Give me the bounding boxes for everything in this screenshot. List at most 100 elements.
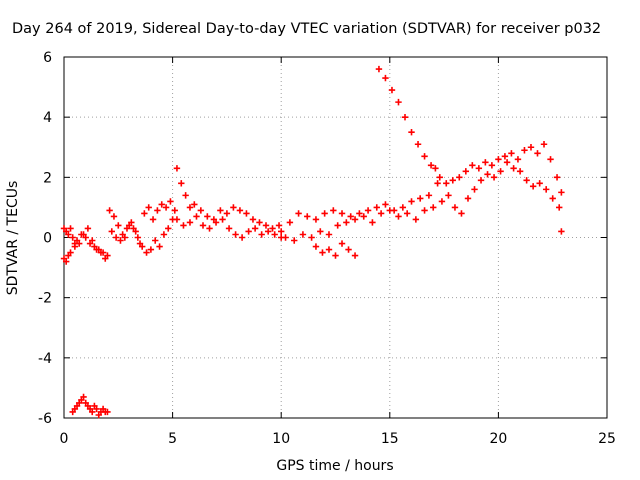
data-point bbox=[451, 204, 459, 211]
data-point bbox=[249, 216, 257, 223]
data-point bbox=[108, 228, 115, 235]
data-point bbox=[427, 162, 435, 169]
data-point bbox=[199, 222, 207, 229]
data-point bbox=[193, 213, 200, 220]
data-point bbox=[236, 207, 244, 214]
data-point bbox=[230, 204, 237, 211]
data-point bbox=[469, 162, 476, 169]
data-points bbox=[60, 65, 565, 419]
data-point bbox=[417, 195, 424, 202]
data-point bbox=[330, 207, 337, 214]
data-point bbox=[71, 243, 79, 250]
data-point bbox=[558, 189, 565, 196]
data-point bbox=[223, 210, 231, 217]
data-point bbox=[115, 222, 122, 229]
data-point bbox=[93, 405, 100, 413]
data-point bbox=[534, 150, 541, 157]
data-point bbox=[156, 243, 163, 250]
data-point bbox=[351, 216, 359, 223]
series-segment-10-14h-lower bbox=[282, 204, 437, 244]
data-point bbox=[256, 219, 263, 226]
tick-labels: 0 5 10 15 20 25 -6 -4 -2 0 2 4 6 bbox=[38, 50, 616, 447]
data-point bbox=[434, 180, 441, 187]
plot-frame bbox=[63, 56, 608, 419]
data-point bbox=[69, 234, 76, 241]
data-point bbox=[401, 113, 409, 121]
data-point bbox=[278, 228, 285, 235]
series-descending-arc bbox=[375, 65, 439, 172]
data-point bbox=[93, 246, 100, 253]
data-point bbox=[364, 207, 372, 214]
data-point bbox=[395, 98, 402, 106]
data-point bbox=[471, 186, 478, 193]
data-point bbox=[167, 198, 174, 205]
series-segment-11-13h-dip bbox=[312, 240, 359, 259]
data-point bbox=[521, 147, 528, 154]
data-point bbox=[382, 201, 389, 208]
data-point bbox=[312, 216, 320, 223]
data-point bbox=[121, 234, 129, 241]
data-point bbox=[219, 216, 226, 223]
x-tick-label: 20 bbox=[489, 431, 507, 447]
data-point bbox=[212, 219, 220, 226]
data-point bbox=[510, 165, 517, 172]
data-point bbox=[332, 252, 339, 259]
x-tick-label: 5 bbox=[168, 431, 177, 447]
data-point bbox=[304, 213, 311, 220]
data-point bbox=[173, 216, 181, 223]
data-point bbox=[147, 246, 155, 253]
y-tick-label: 0 bbox=[43, 231, 52, 247]
data-point bbox=[317, 228, 324, 235]
data-point bbox=[549, 195, 556, 202]
data-point bbox=[449, 177, 456, 184]
data-point bbox=[369, 219, 376, 226]
data-point bbox=[271, 231, 278, 238]
data-point bbox=[351, 252, 359, 259]
data-point bbox=[275, 222, 283, 229]
data-point bbox=[186, 204, 194, 211]
data-point bbox=[338, 240, 346, 247]
data-point bbox=[334, 222, 341, 229]
data-point bbox=[395, 213, 402, 220]
data-point bbox=[97, 249, 105, 256]
data-point bbox=[443, 180, 450, 187]
data-point bbox=[312, 243, 320, 250]
series-segment-2-5h bbox=[106, 198, 178, 247]
y-tick-label: 4 bbox=[43, 110, 52, 126]
data-point bbox=[399, 204, 407, 211]
data-point bbox=[558, 228, 565, 235]
x-axis-label: GPS time / hours bbox=[276, 458, 393, 474]
data-point bbox=[462, 168, 470, 175]
data-point bbox=[80, 393, 87, 401]
data-point bbox=[432, 165, 439, 172]
data-point bbox=[438, 198, 446, 205]
data-point bbox=[106, 207, 113, 214]
data-point bbox=[414, 141, 422, 148]
data-point bbox=[547, 156, 554, 163]
series-segment-17-23h-upper bbox=[436, 141, 565, 196]
data-point bbox=[154, 207, 161, 214]
data-point bbox=[497, 168, 504, 175]
data-point bbox=[508, 150, 515, 157]
data-point bbox=[529, 183, 537, 190]
data-point bbox=[408, 129, 415, 136]
data-point bbox=[112, 234, 120, 241]
data-point bbox=[84, 225, 92, 232]
y-tick-label: 2 bbox=[43, 170, 52, 186]
data-point bbox=[347, 213, 354, 220]
y-tick-label: -4 bbox=[38, 351, 52, 367]
data-point bbox=[516, 168, 524, 175]
data-point bbox=[238, 234, 246, 241]
data-point bbox=[373, 204, 380, 211]
data-point bbox=[134, 234, 142, 241]
data-point bbox=[180, 222, 187, 229]
data-point bbox=[191, 201, 198, 208]
data-point bbox=[62, 258, 70, 265]
data-point bbox=[89, 237, 96, 244]
data-point bbox=[67, 225, 74, 232]
data-point bbox=[104, 408, 111, 416]
data-point bbox=[206, 225, 213, 232]
series-segment-17-23h-lower bbox=[438, 159, 563, 217]
data-point bbox=[80, 231, 87, 238]
data-point bbox=[553, 174, 561, 181]
